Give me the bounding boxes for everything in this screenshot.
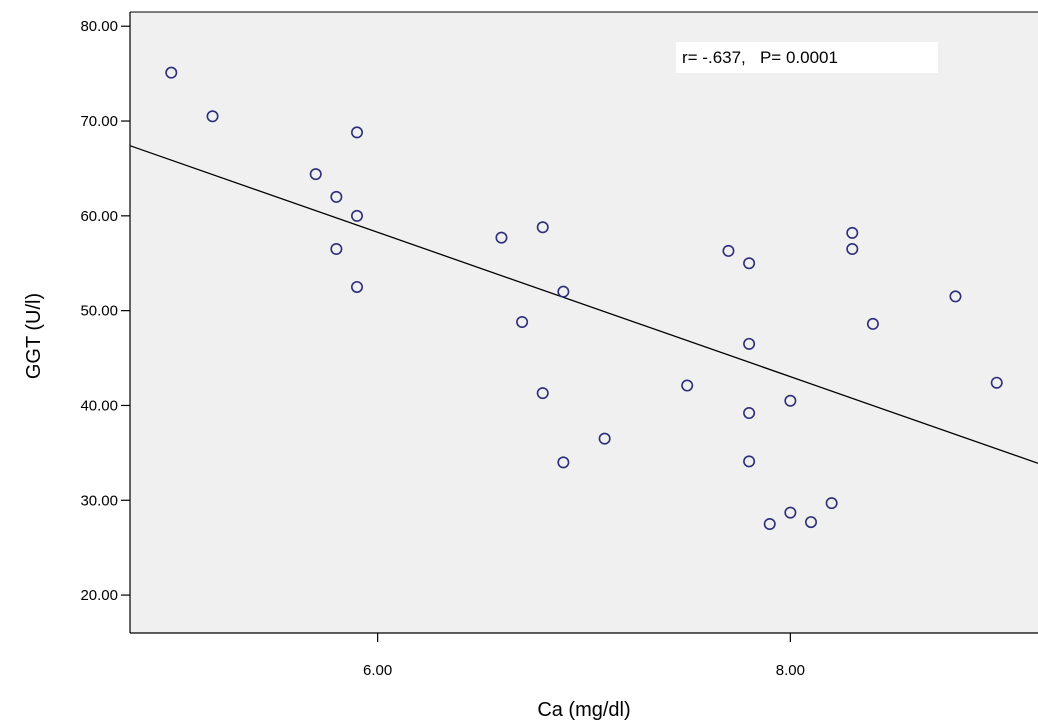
- data-point: [557, 456, 570, 469]
- data-point: [846, 226, 859, 239]
- y-tick-label: 20.00: [80, 587, 118, 604]
- data-point: [206, 110, 219, 123]
- y-tick-label: 50.00: [80, 303, 118, 320]
- data-point: [846, 243, 859, 256]
- data-point: [330, 190, 343, 203]
- y-ticks-group: 20.00 30.00 40.00 50.00 60.00 70.00 80.00: [80, 18, 130, 604]
- data-point: [536, 221, 549, 234]
- data-point: [866, 317, 879, 330]
- data-point: [681, 379, 694, 392]
- data-point: [825, 497, 838, 510]
- data-point: [557, 285, 570, 298]
- data-point: [784, 506, 797, 519]
- data-point: [495, 231, 508, 244]
- annotation-box: r= -.637, P= 0.0001: [676, 42, 938, 73]
- annotation-text: r= -.637, P= 0.0001: [682, 48, 838, 67]
- x-tick-label: 6.00: [363, 662, 392, 679]
- plot-area: [130, 12, 1038, 633]
- y-tick-label: 40.00: [80, 397, 118, 414]
- data-point: [516, 316, 529, 329]
- data-point: [784, 394, 797, 407]
- data-point: [990, 376, 1003, 389]
- y-tick-label: 80.00: [80, 18, 118, 35]
- fit-line-group: [129, 145, 1038, 464]
- data-point: [536, 387, 549, 400]
- data-point: [350, 126, 363, 139]
- y-tick-label: 30.00: [80, 492, 118, 509]
- data-point: [309, 168, 322, 181]
- data-point: [330, 243, 343, 256]
- data-point: [743, 257, 756, 270]
- data-point: [743, 337, 756, 350]
- data-point: [763, 517, 776, 530]
- data-point: [804, 516, 817, 529]
- y-tick-label: 70.00: [80, 113, 118, 130]
- data-point: [743, 407, 756, 420]
- annotation-background: [676, 42, 938, 73]
- data-point: [165, 66, 178, 79]
- x-ticks-group: 6.00 8.00: [363, 633, 805, 679]
- x-tick-label: 8.00: [776, 662, 805, 679]
- data-point: [350, 280, 363, 293]
- data-point: [722, 244, 735, 257]
- points-group: [165, 66, 1003, 530]
- data-point: [743, 455, 756, 468]
- data-point: [949, 290, 962, 303]
- y-tick-label: 60.00: [80, 208, 118, 225]
- y-axis-title: GGT (U/l): [23, 293, 45, 379]
- data-point: [598, 432, 611, 445]
- data-point: [350, 209, 363, 222]
- regression-line: [129, 145, 1038, 464]
- x-axis-title: Ca (mg/dl): [537, 699, 630, 721]
